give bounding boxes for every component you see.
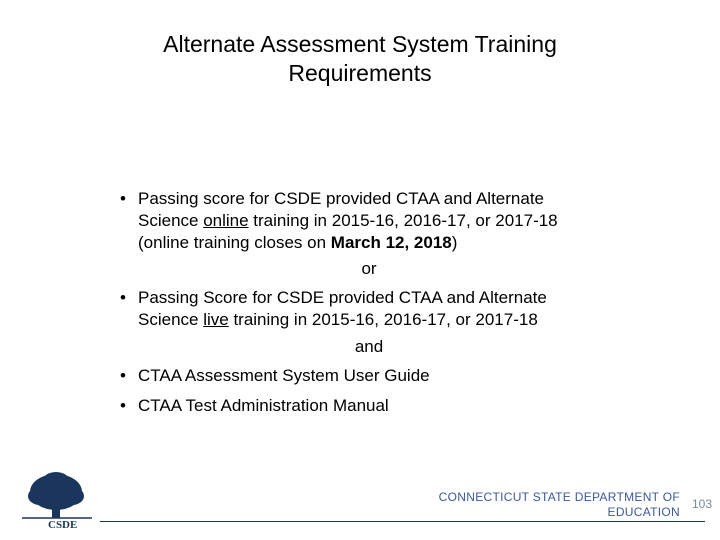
bullet-marker: • [120,188,138,253]
bullet-text: CTAA Test Administration Manual [138,395,600,417]
bullet-marker: • [120,287,138,331]
bullet-marker: • [120,395,138,417]
footer-line2: EDUCATION [608,505,680,519]
connector-and: and [120,337,600,357]
tree-icon: CSDE [18,466,96,528]
bullet-text: Passing Score for CSDE provided CTAA and… [138,287,600,331]
csde-logo: CSDE [18,466,96,528]
page-number: 103 [692,497,712,511]
logo-text: CSDE [48,519,77,528]
footer-line1: CONNECTICUT STATE DEPARTMENT OF [439,490,680,504]
bullet-item: • Passing Score for CSDE provided CTAA a… [120,287,600,331]
bullet-marker: • [120,365,138,387]
title-line2: Requirements [288,60,431,86]
text-run: training in 2015-16, 2016-17, or 2017-18 [229,310,538,329]
underline-run: live [203,310,229,329]
slide-body: • Passing score for CSDE provided CTAA a… [120,188,600,422]
slide-title: Alternate Assessment System Training Req… [0,30,720,88]
bullet-text: Passing score for CSDE provided CTAA and… [138,188,600,253]
bold-run: March 12, 2018 [331,233,452,252]
connector-or: or [120,259,600,279]
bullet-item: • Passing score for CSDE provided CTAA a… [120,188,600,253]
bullet-item: • CTAA Test Administration Manual [120,395,600,417]
title-line1: Alternate Assessment System Training [163,31,557,57]
slide: Alternate Assessment System Training Req… [0,0,720,540]
bullet-text: CTAA Assessment System User Guide [138,365,600,387]
bullet-item: • CTAA Assessment System User Guide [120,365,600,387]
footer-rule [100,521,705,522]
text-run: ) [452,233,458,252]
underline-run: online [203,211,248,230]
footer-text: CONNECTICUT STATE DEPARTMENT OF EDUCATIO… [439,490,680,520]
